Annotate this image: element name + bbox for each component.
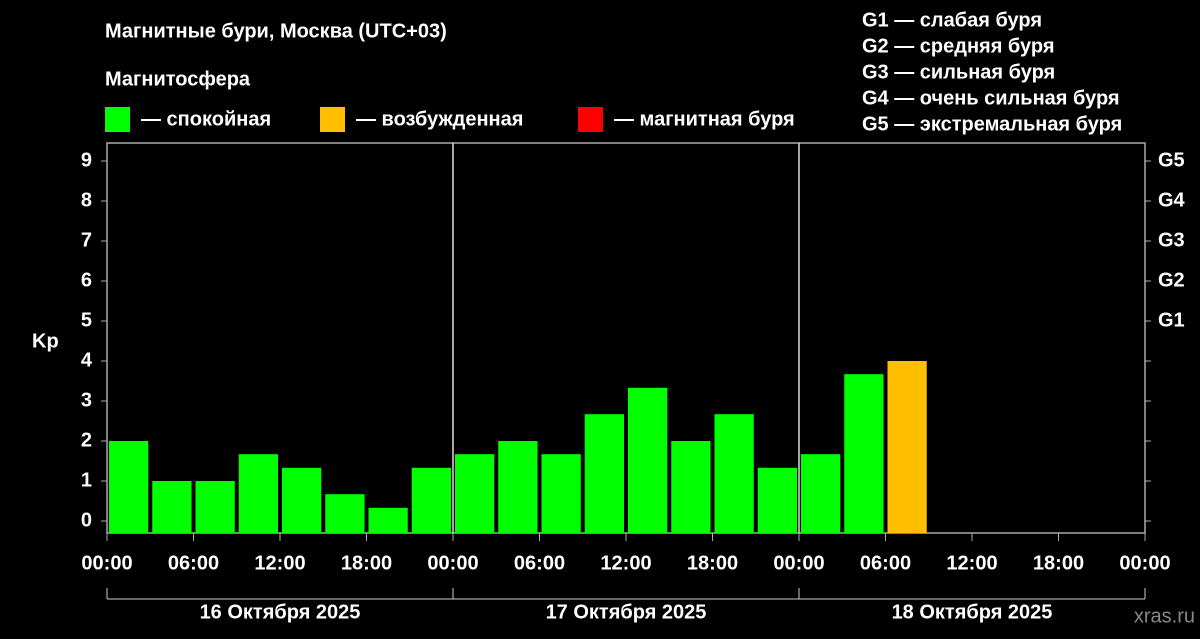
bar bbox=[152, 481, 192, 533]
day-label: 16 Октября 2025 bbox=[200, 601, 361, 623]
bar bbox=[411, 467, 451, 533]
watermark: xras.ru bbox=[1134, 605, 1195, 627]
bar bbox=[109, 441, 149, 533]
bar bbox=[325, 494, 365, 533]
x-tick-label: 12:00 bbox=[254, 552, 305, 574]
y-tick-label: 0 bbox=[81, 509, 92, 531]
storm-level: G3 — сильная буря bbox=[862, 61, 1055, 83]
storm-level: G2 — средняя буря bbox=[862, 35, 1055, 57]
storm-level: G5 — экстремальная буря bbox=[862, 113, 1122, 135]
bar bbox=[714, 414, 754, 533]
bar bbox=[628, 387, 668, 533]
bar bbox=[195, 481, 235, 533]
chart-title: Магнитные бури, Москва (UTC+03) bbox=[105, 20, 447, 42]
y-tick-label: 6 bbox=[81, 269, 92, 291]
y-tick-label: 9 bbox=[81, 149, 92, 171]
x-tick-label: 00:00 bbox=[427, 552, 478, 574]
bar bbox=[801, 454, 841, 533]
bar bbox=[844, 374, 884, 533]
x-tick-label: 18:00 bbox=[1033, 552, 1084, 574]
subtitle: Магнитосфера bbox=[105, 68, 251, 90]
y2-tick-label: G5 bbox=[1158, 149, 1185, 171]
x-tick-label: 12:00 bbox=[946, 552, 997, 574]
y-tick-label: 7 bbox=[81, 229, 92, 251]
y2-tick-label: G4 bbox=[1158, 189, 1186, 211]
bar bbox=[368, 507, 408, 533]
bar bbox=[455, 454, 495, 533]
bar bbox=[757, 467, 797, 533]
x-tick-label: 00:00 bbox=[81, 552, 132, 574]
x-tick-label: 12:00 bbox=[600, 552, 651, 574]
y-tick-label: 5 bbox=[81, 309, 92, 331]
bar bbox=[498, 441, 538, 533]
legend-label: — возбужденная bbox=[356, 108, 523, 130]
y2-tick-label: G3 bbox=[1158, 229, 1185, 251]
y2-tick-label: G1 bbox=[1158, 309, 1185, 331]
y-tick-label: 8 bbox=[81, 189, 92, 211]
bar bbox=[238, 454, 278, 533]
x-tick-label: 18:00 bbox=[341, 552, 392, 574]
x-tick-label: 06:00 bbox=[168, 552, 219, 574]
bar bbox=[671, 441, 711, 533]
x-tick-label: 06:00 bbox=[860, 552, 911, 574]
bar bbox=[282, 467, 322, 533]
legend-swatch bbox=[105, 107, 130, 132]
y-tick-label: 2 bbox=[81, 429, 92, 451]
bar bbox=[887, 361, 927, 533]
day-label: 17 Октября 2025 bbox=[546, 601, 707, 623]
bar bbox=[584, 414, 624, 533]
storm-level: G4 — очень сильная буря bbox=[862, 87, 1120, 109]
bar bbox=[541, 454, 581, 533]
x-tick-label: 00:00 bbox=[1119, 552, 1170, 574]
day-label: 18 Октября 2025 bbox=[892, 601, 1053, 623]
legend-label: — магнитная буря bbox=[614, 108, 795, 130]
x-tick-label: 00:00 bbox=[773, 552, 824, 574]
x-tick-label: 18:00 bbox=[687, 552, 738, 574]
y-tick-label: 3 bbox=[81, 389, 92, 411]
y-axis-label: Kp bbox=[32, 330, 59, 352]
legend-swatch bbox=[320, 107, 345, 132]
y2-tick-label: G2 bbox=[1158, 269, 1185, 291]
storm-level: G1 — слабая буря bbox=[862, 9, 1042, 31]
y-tick-label: 4 bbox=[81, 349, 93, 371]
x-tick-label: 06:00 bbox=[514, 552, 565, 574]
y-tick-label: 1 bbox=[81, 469, 92, 491]
legend-label: — спокойная bbox=[141, 108, 271, 130]
legend-swatch bbox=[578, 107, 603, 132]
